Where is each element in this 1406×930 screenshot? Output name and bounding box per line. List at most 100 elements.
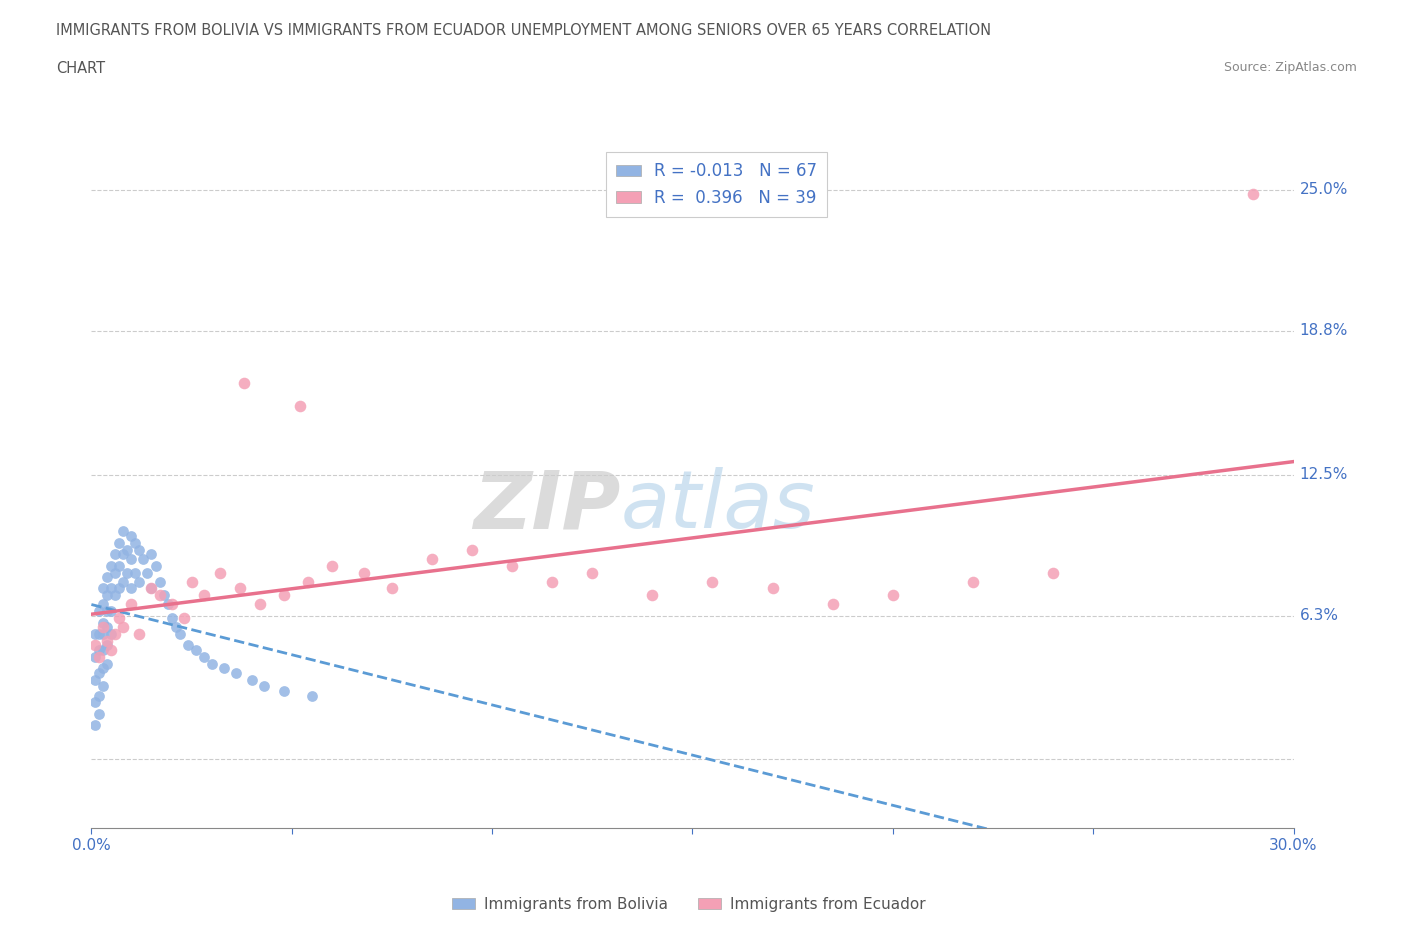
Point	[96, 604, 118, 618]
Point	[288, 399, 311, 414]
Point	[100, 581, 122, 596]
Point	[145, 558, 167, 573]
Point	[501, 558, 523, 573]
Point	[84, 638, 107, 653]
Point	[108, 558, 131, 573]
Point	[240, 672, 263, 687]
Point	[152, 588, 174, 603]
Point	[253, 679, 276, 694]
Legend: R = -0.013   N = 67, R =  0.396   N = 39: R = -0.013 N = 67, R = 0.396 N = 39	[606, 153, 827, 217]
Point	[169, 627, 191, 642]
Point	[93, 581, 115, 596]
Point	[882, 588, 904, 603]
Point	[301, 688, 323, 703]
Point	[160, 597, 183, 612]
Point	[89, 643, 111, 658]
Point	[165, 619, 187, 634]
Point	[89, 707, 111, 722]
Point	[353, 565, 375, 580]
Point	[112, 574, 135, 589]
Point	[93, 619, 115, 634]
Point	[121, 597, 143, 612]
Point	[121, 551, 143, 566]
Point	[176, 638, 198, 653]
Point	[273, 588, 295, 603]
Point	[461, 542, 484, 557]
Point	[581, 565, 603, 580]
Point	[148, 588, 170, 603]
Point	[541, 574, 564, 589]
Text: ZIP: ZIP	[472, 468, 620, 545]
Point	[93, 661, 115, 676]
Text: atlas: atlas	[620, 468, 815, 545]
Point	[762, 581, 785, 596]
Point	[148, 574, 170, 589]
Point	[212, 661, 235, 676]
Point	[108, 611, 131, 626]
Point	[1243, 187, 1265, 202]
Point	[104, 588, 127, 603]
Point	[321, 558, 343, 573]
Point	[104, 565, 127, 580]
Text: CHART: CHART	[56, 61, 105, 76]
Point	[121, 528, 143, 543]
Point	[201, 657, 224, 671]
Point	[962, 574, 984, 589]
Text: 6.3%: 6.3%	[1299, 608, 1339, 623]
Point	[96, 657, 118, 671]
Point	[93, 597, 115, 612]
Point	[128, 574, 150, 589]
Text: IMMIGRANTS FROM BOLIVIA VS IMMIGRANTS FROM ECUADOR UNEMPLOYMENT AMONG SENIORS OV: IMMIGRANTS FROM BOLIVIA VS IMMIGRANTS FR…	[56, 23, 991, 38]
Point	[96, 638, 118, 653]
Point	[128, 542, 150, 557]
Point	[117, 565, 139, 580]
Point	[381, 581, 404, 596]
Point	[89, 688, 111, 703]
Point	[193, 588, 215, 603]
Point	[180, 574, 202, 589]
Point	[184, 643, 207, 658]
Point	[228, 581, 250, 596]
Point	[89, 604, 111, 618]
Point	[84, 695, 107, 710]
Point	[104, 627, 127, 642]
Point	[420, 551, 443, 566]
Point	[141, 547, 163, 562]
Point	[93, 616, 115, 631]
Point	[124, 536, 146, 551]
Point	[193, 649, 215, 664]
Point	[208, 565, 231, 580]
Point	[89, 649, 111, 664]
Point	[121, 581, 143, 596]
Point	[93, 643, 115, 658]
Point	[104, 547, 127, 562]
Point	[84, 649, 107, 664]
Point	[100, 604, 122, 618]
Point	[84, 672, 107, 687]
Point	[702, 574, 724, 589]
Point	[93, 627, 115, 642]
Point	[93, 679, 115, 694]
Point	[89, 627, 111, 642]
Point	[84, 627, 107, 642]
Point	[100, 643, 122, 658]
Point	[232, 376, 254, 391]
Point	[273, 684, 295, 698]
Point	[173, 611, 195, 626]
Point	[156, 597, 179, 612]
Point	[96, 619, 118, 634]
Point	[297, 574, 319, 589]
Point	[117, 542, 139, 557]
Point	[112, 525, 135, 539]
Point	[84, 718, 107, 733]
Text: 18.8%: 18.8%	[1299, 324, 1348, 339]
Point	[225, 665, 247, 680]
Point	[96, 633, 118, 648]
Point	[641, 588, 664, 603]
Point	[96, 588, 118, 603]
Point	[132, 551, 155, 566]
Point	[136, 565, 159, 580]
Point	[124, 565, 146, 580]
Text: 12.5%: 12.5%	[1299, 467, 1348, 482]
Point	[141, 581, 163, 596]
